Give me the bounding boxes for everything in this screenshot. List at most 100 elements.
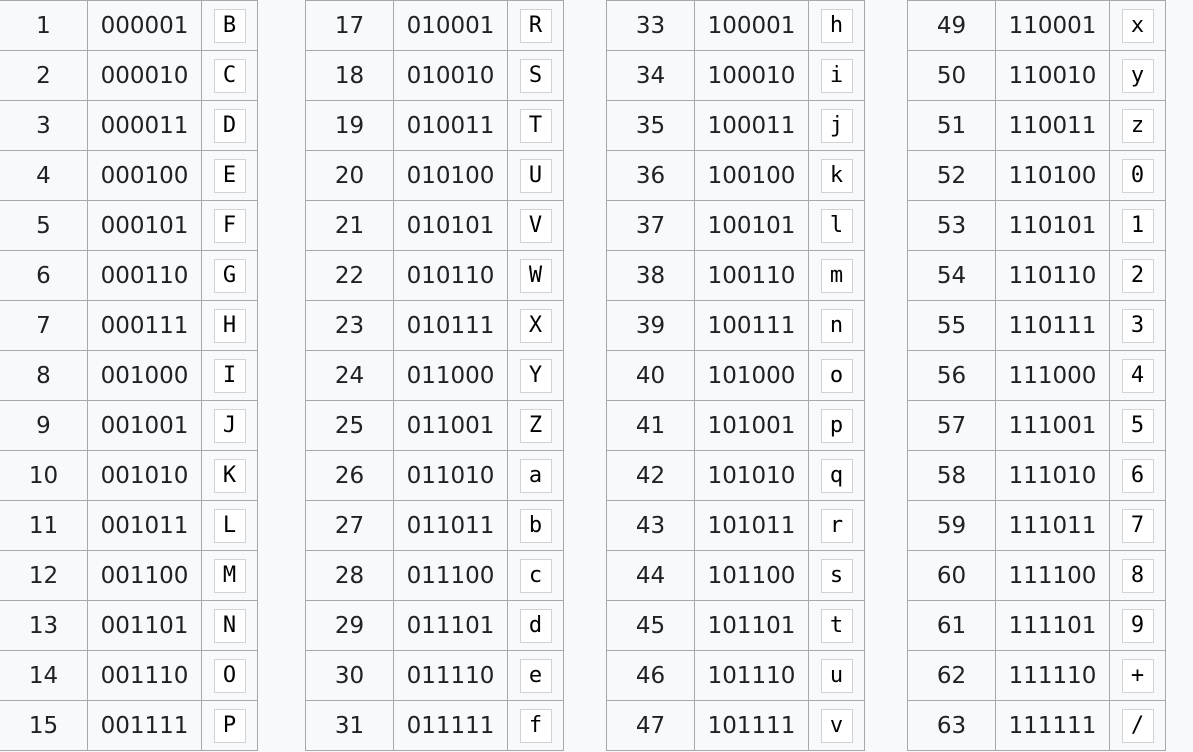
binary-cell: 001000 xyxy=(87,350,202,401)
char-code-chip: a xyxy=(519,458,552,493)
binary-cell: 100101 xyxy=(694,200,809,251)
char-code-chip: U xyxy=(519,158,552,193)
char-code-chip: F xyxy=(213,208,246,243)
char-cell: 1 xyxy=(1109,200,1166,251)
char-code-chip: I xyxy=(213,358,246,393)
table-row: 31 011111 f xyxy=(305,700,564,751)
index-cell: 49 xyxy=(907,0,996,51)
binary-cell: 101111 xyxy=(694,700,809,751)
char-code-chip: o xyxy=(820,358,853,393)
binary-cell: 011110 xyxy=(393,650,508,701)
char-code-chip: P xyxy=(213,708,246,743)
char-code-chip: b xyxy=(519,508,552,543)
binary-cell: 110111 xyxy=(995,300,1110,351)
binary-cell: 000111 xyxy=(87,300,202,351)
index-cell: 22 xyxy=(305,250,394,301)
char-cell: q xyxy=(808,450,865,501)
binary-cell: 101000 xyxy=(694,350,809,401)
char-cell: 5 xyxy=(1109,400,1166,451)
index-cell: 7 xyxy=(0,300,88,351)
char-cell: U xyxy=(507,150,564,201)
binary-cell: 000010 xyxy=(87,50,202,101)
table-row: 27 011011 b xyxy=(305,500,564,551)
char-code-chip: 9 xyxy=(1121,608,1154,643)
table-row: 12 001100 M xyxy=(0,550,258,601)
table-row: 15 001111 P xyxy=(0,700,258,751)
index-cell: 6 xyxy=(0,250,88,301)
base64-index-table: 17 010001 R 18 010010 S 19 010011 T 20 010100 U 21 01… xyxy=(305,0,564,751)
char-code-chip: 2 xyxy=(1121,258,1154,293)
char-cell: l xyxy=(808,200,865,251)
char-cell: z xyxy=(1109,100,1166,151)
table-row: 14 001110 O xyxy=(0,650,258,701)
index-cell: 50 xyxy=(907,50,996,101)
char-code-chip: z xyxy=(1121,108,1154,143)
char-cell: y xyxy=(1109,50,1166,101)
char-code-chip: p xyxy=(820,408,853,443)
binary-cell: 010010 xyxy=(393,50,508,101)
char-cell: a xyxy=(507,450,564,501)
binary-cell: 101011 xyxy=(694,500,809,551)
index-cell: 63 xyxy=(907,700,996,751)
char-code-chip: M xyxy=(213,558,246,593)
table-row: 23 010111 X xyxy=(305,300,564,351)
binary-cell: 010011 xyxy=(393,100,508,151)
binary-cell: 001001 xyxy=(87,400,202,451)
char-code-chip: O xyxy=(213,658,246,693)
table-row: 25 011001 Z xyxy=(305,400,564,451)
binary-cell: 010100 xyxy=(393,150,508,201)
table-row: 53 110101 1 xyxy=(907,200,1166,251)
char-code-chip: 3 xyxy=(1121,308,1154,343)
char-cell: C xyxy=(201,50,258,101)
char-cell: R xyxy=(507,0,564,51)
char-cell: F xyxy=(201,200,258,251)
table-row: 39 100111 n xyxy=(606,300,865,351)
table-row: 33 100001 h xyxy=(606,0,865,51)
binary-cell: 010110 xyxy=(393,250,508,301)
index-cell: 13 xyxy=(0,600,88,651)
binary-cell: 100100 xyxy=(694,150,809,201)
table-row: 6 000110 G xyxy=(0,250,258,301)
index-cell: 33 xyxy=(606,0,695,51)
table-group-3: 33 100001 h 34 100010 i 35 100011 j 36 100100 k 37 10… xyxy=(606,0,865,751)
char-cell: 9 xyxy=(1109,600,1166,651)
char-cell: T xyxy=(507,100,564,151)
char-code-chip: Y xyxy=(519,358,552,393)
table-row: 17 010001 R xyxy=(305,0,564,51)
index-cell: 59 xyxy=(907,500,996,551)
table-row: 49 110001 x xyxy=(907,0,1166,51)
char-code-chip: / xyxy=(1121,708,1154,743)
char-code-chip: s xyxy=(820,558,853,593)
char-cell: E xyxy=(201,150,258,201)
table-row: 55 110111 3 xyxy=(907,300,1166,351)
char-cell: u xyxy=(808,650,865,701)
table-row: 36 100100 k xyxy=(606,150,865,201)
table-row: 19 010011 T xyxy=(305,100,564,151)
char-code-chip: 5 xyxy=(1121,408,1154,443)
table-row: 30 011110 e xyxy=(305,650,564,701)
char-code-chip: W xyxy=(519,258,552,293)
binary-cell: 001101 xyxy=(87,600,202,651)
char-cell: W xyxy=(507,250,564,301)
char-code-chip: u xyxy=(820,658,853,693)
char-cell: h xyxy=(808,0,865,51)
table-row: 63 111111 / xyxy=(907,700,1166,751)
binary-cell: 111011 xyxy=(995,500,1110,551)
index-cell: 4 xyxy=(0,150,88,201)
index-cell: 30 xyxy=(305,650,394,701)
char-cell: n xyxy=(808,300,865,351)
char-cell: J xyxy=(201,400,258,451)
char-code-chip: f xyxy=(519,708,552,743)
binary-cell: 001010 xyxy=(87,450,202,501)
index-cell: 36 xyxy=(606,150,695,201)
char-cell: D xyxy=(201,100,258,151)
table-row: 52 110100 0 xyxy=(907,150,1166,201)
index-cell: 44 xyxy=(606,550,695,601)
table-row: 35 100011 j xyxy=(606,100,865,151)
table-row: 22 010110 W xyxy=(305,250,564,301)
char-code-chip: l xyxy=(820,208,853,243)
char-cell: / xyxy=(1109,700,1166,751)
char-code-chip: G xyxy=(213,258,246,293)
index-cell: 18 xyxy=(305,50,394,101)
table-row: 45 101101 t xyxy=(606,600,865,651)
